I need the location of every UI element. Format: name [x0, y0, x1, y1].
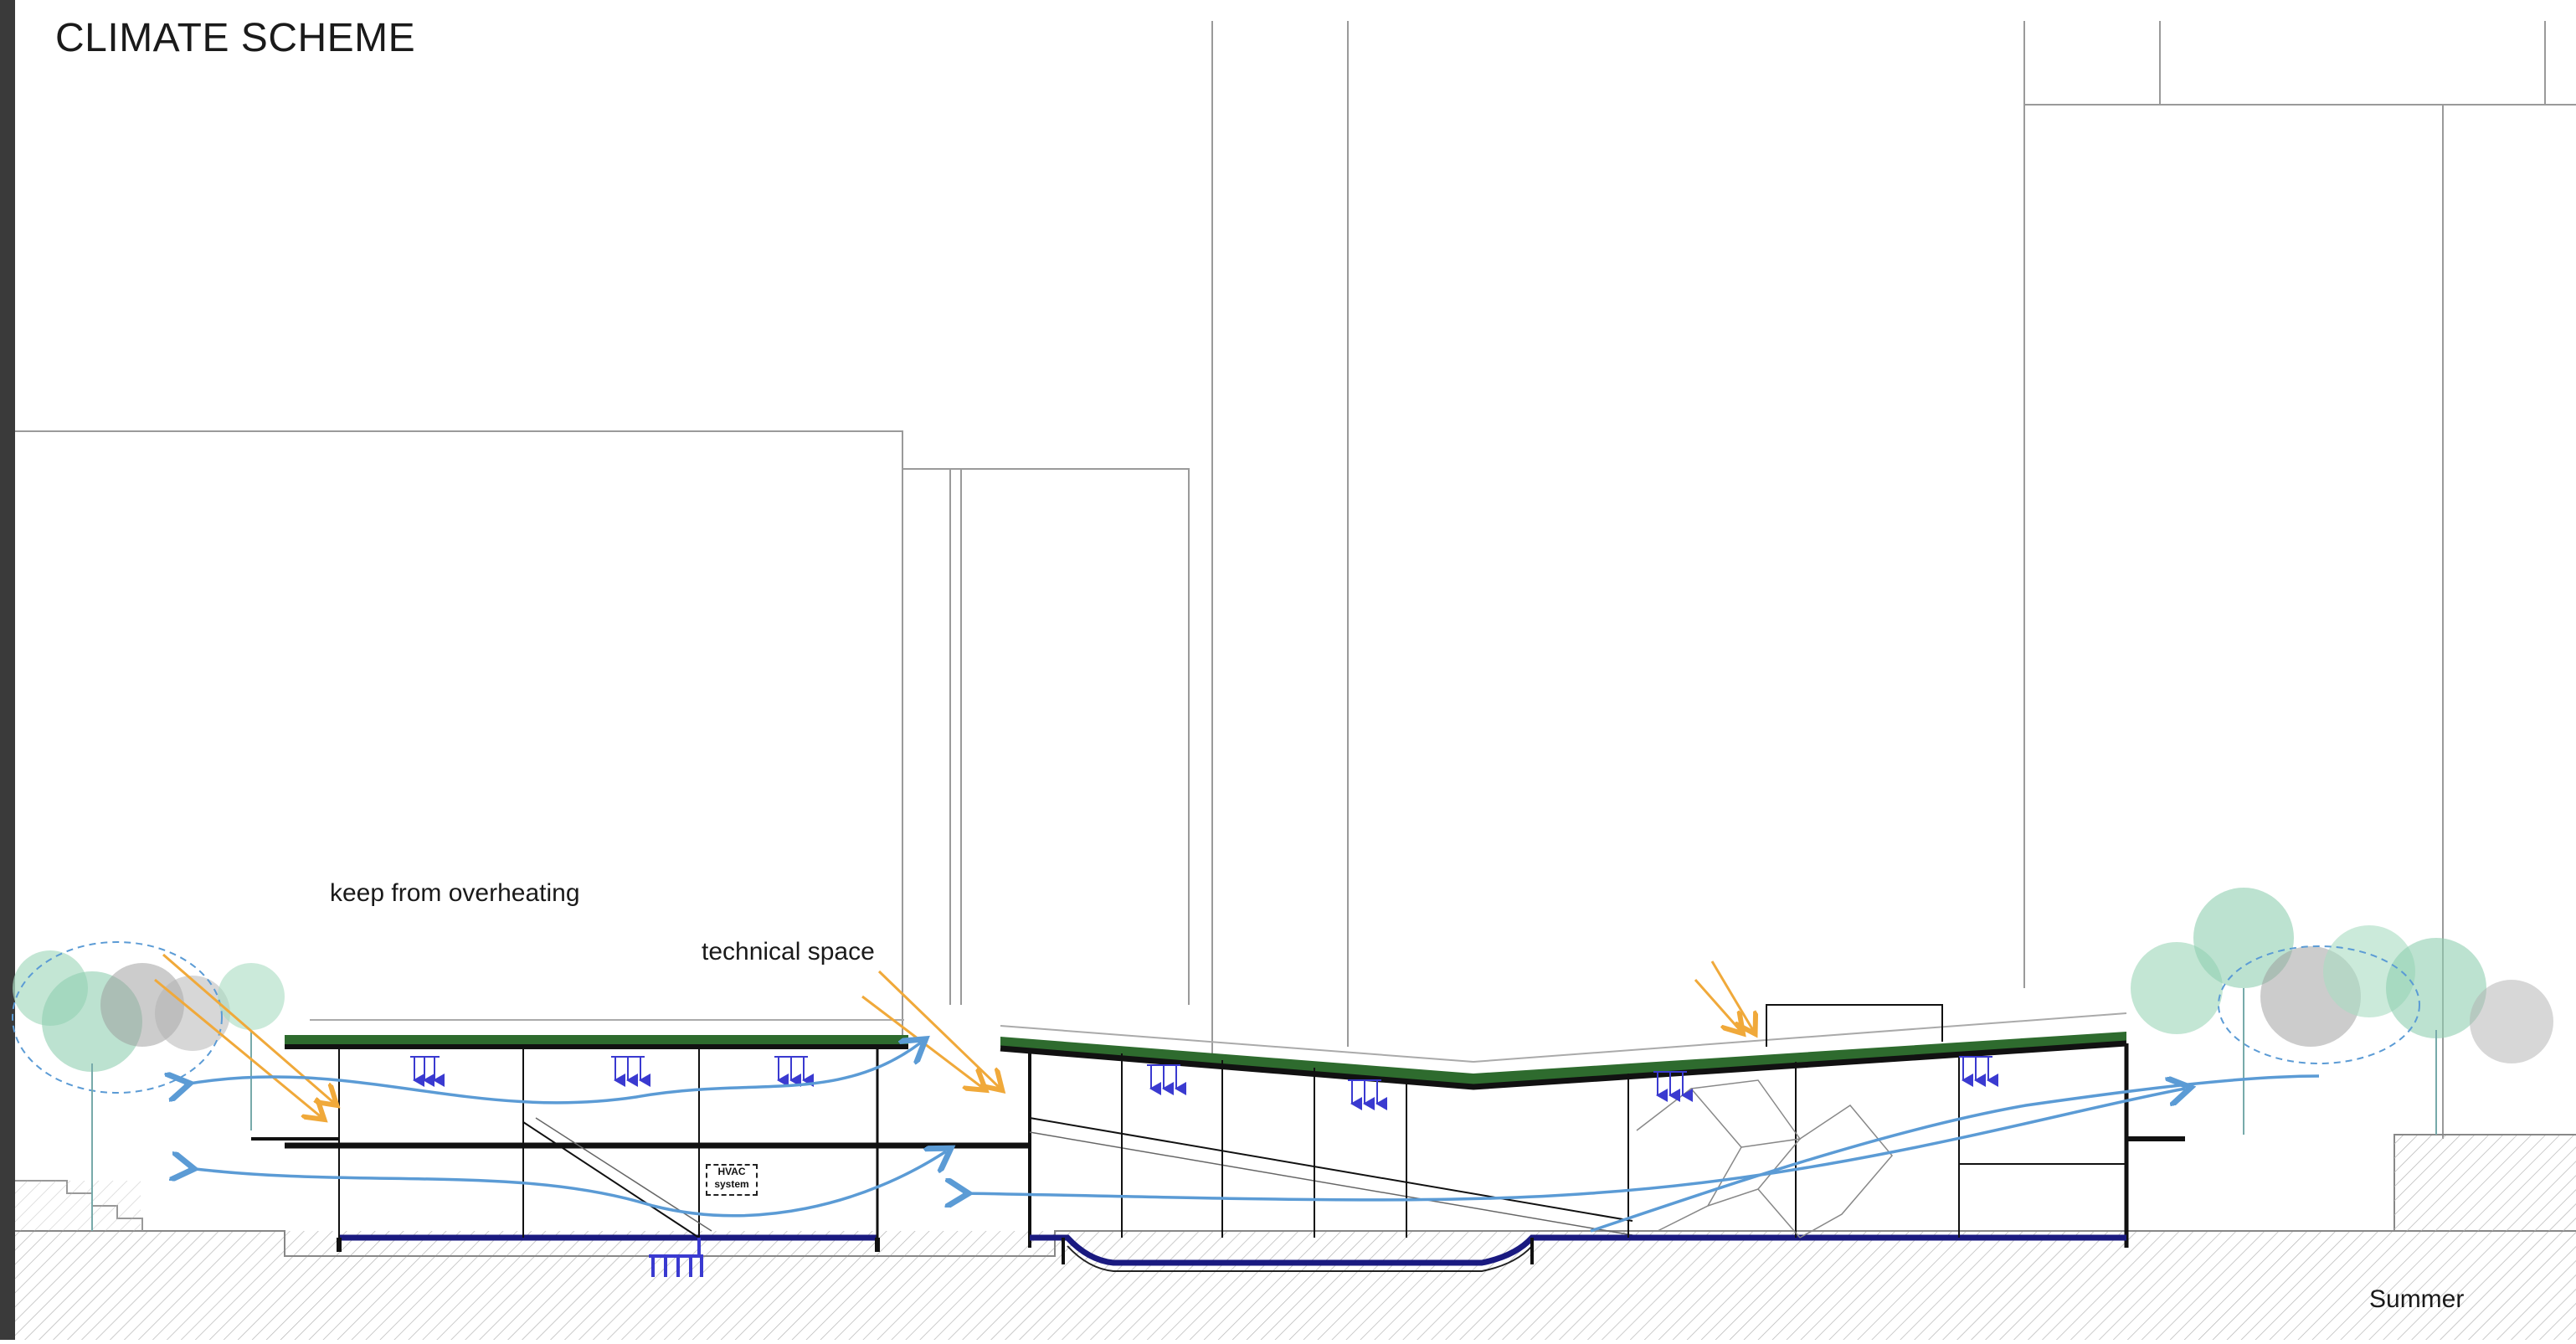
left-building — [251, 1019, 1030, 1252]
tree-right — [2131, 888, 2553, 1135]
technical-space-annotation: technical space — [702, 938, 875, 966]
tree-left — [12, 941, 285, 1231]
geothermal-probe-icon — [649, 1238, 703, 1277]
season-label: Summer — [2369, 1285, 2465, 1313]
airflow-arrow-icon — [184, 1043, 2320, 1233]
overheating-annotation: keep from overheating — [330, 879, 580, 907]
hvac-system-label: HVAC system — [706, 1164, 758, 1196]
left-edge-strip — [0, 0, 15, 1340]
page-title: CLIMATE SCHEME — [55, 16, 416, 60]
ground — [15, 1134, 2576, 1340]
background-buildings — [15, 21, 2576, 1139]
